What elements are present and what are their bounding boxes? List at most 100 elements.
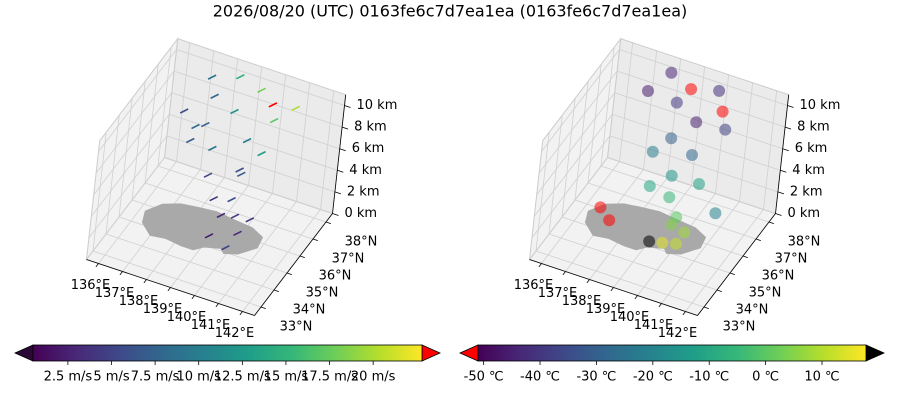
- wind-arrow: [233, 230, 242, 237]
- y-tick-label: 36°N: [762, 269, 795, 284]
- tick-mark: [716, 289, 722, 292]
- colorbar-tick-label: -40 ℃: [520, 370, 560, 385]
- colorbar-tick-label: 7.5 m/s: [131, 370, 180, 385]
- temperature-point: [643, 235, 656, 248]
- x-axis: [86, 259, 255, 316]
- grid-line: [95, 70, 175, 174]
- x-tick-label: 142°E: [215, 326, 255, 341]
- temperature-point: [642, 85, 654, 97]
- tick-mark: [312, 238, 318, 241]
- z-tick-label: 4 km: [792, 163, 825, 178]
- temperature-point: [656, 236, 669, 249]
- y-tick-label: 37°N: [775, 252, 808, 267]
- z-tick-label: 0 km: [788, 206, 821, 221]
- tick-mark: [95, 263, 99, 268]
- colorbar-tick-label: -30 ℃: [576, 370, 616, 385]
- grid-line: [619, 42, 634, 162]
- colorbar-tick-label: 20 m/s: [351, 370, 396, 385]
- tick-mark: [286, 272, 292, 275]
- x-tick-label: 139°E: [586, 302, 626, 317]
- grid-line: [739, 82, 754, 202]
- tick-mark: [780, 169, 787, 173]
- tick-mark: [755, 238, 761, 241]
- grid-line: [144, 182, 314, 240]
- tick-mark: [143, 279, 147, 284]
- grid-line: [600, 47, 615, 167]
- colorbar-tick-label: 15 m/s: [264, 370, 309, 385]
- grid-line: [600, 165, 770, 223]
- y-tick-label: 36°N: [319, 269, 352, 284]
- grid-line: [92, 250, 262, 308]
- y-tick-label: 34°N: [736, 303, 769, 318]
- wind-arrow: [207, 74, 217, 80]
- wind-arrow: [242, 137, 252, 144]
- x-axis: [529, 259, 698, 316]
- grid-line: [248, 66, 263, 186]
- grid-line: [105, 233, 275, 291]
- y-tick-label: 38°N: [345, 235, 378, 250]
- grid-line: [176, 49, 345, 106]
- grid-line: [685, 209, 764, 312]
- colorbar-under: [14, 344, 34, 362]
- tick-mark: [634, 295, 638, 300]
- x-tick-label: 142°E: [658, 326, 698, 341]
- tick-mark: [215, 303, 219, 308]
- x-tick-label: 137°E: [95, 286, 135, 301]
- y-tick-label: 35°N: [749, 286, 782, 301]
- y-tick-label: 33°N: [280, 320, 313, 335]
- x-tick-label: 138°E: [119, 294, 159, 309]
- y-tick-label: 37°N: [332, 252, 365, 267]
- grid-line: [607, 157, 776, 214]
- grid-line: [541, 161, 620, 264]
- x-tick-label: 137°E: [538, 286, 578, 301]
- x-tick-label: 136°E: [71, 278, 111, 293]
- grid-line: [548, 115, 563, 235]
- temperature-point: [685, 83, 698, 96]
- wind-arrow: [257, 87, 266, 94]
- tick-mark: [337, 169, 344, 173]
- grid-line: [587, 182, 757, 240]
- wind-arrow: [245, 217, 255, 223]
- tick-mark: [784, 126, 792, 130]
- colorbar-over: [865, 344, 885, 362]
- y-tick-label: 35°N: [306, 286, 339, 301]
- z-tick-label: 10 km: [357, 98, 398, 113]
- tick-mark: [341, 126, 349, 130]
- grid-line: [574, 81, 589, 201]
- z-tick-label: 10 km: [800, 98, 841, 113]
- grid-line: [619, 49, 788, 106]
- grid-line: [763, 90, 778, 210]
- colorbar-tick-label: 2.5 m/s: [44, 370, 93, 385]
- grid-line: [93, 92, 173, 195]
- grid-line: [296, 82, 311, 202]
- grid-line: [157, 165, 327, 223]
- x-tick-label: 140°E: [610, 310, 650, 325]
- colorbar-tick-label: 10 ℃: [804, 370, 839, 385]
- land: [141, 203, 264, 255]
- wind-arrow: [209, 195, 219, 202]
- grid-line: [538, 70, 618, 174]
- x-tick-label: 140°E: [167, 310, 207, 325]
- colorbar-tick-label: 10 m/s: [176, 370, 221, 385]
- temperature-point: [678, 226, 691, 239]
- grid-line: [176, 42, 191, 162]
- tick-mark: [658, 303, 662, 308]
- grid-line: [643, 50, 658, 170]
- grid-line: [529, 157, 608, 260]
- temperature-point: [594, 201, 607, 214]
- temperature-point: [665, 218, 678, 231]
- wind-arrow: [291, 105, 301, 112]
- z-tick-label: 4 km: [349, 163, 382, 178]
- tick-mark: [299, 255, 305, 258]
- tick-mark: [768, 221, 774, 224]
- temperature-point: [716, 105, 729, 118]
- z-tick-label: 2 km: [347, 184, 380, 199]
- tick-mark: [260, 306, 266, 309]
- grid-line: [536, 92, 616, 195]
- colorbar-tick-label: 0 ℃: [752, 370, 779, 385]
- wind-arrow: [268, 102, 278, 108]
- tick-mark: [782, 148, 789, 152]
- grid-line: [242, 209, 321, 312]
- grid-line: [531, 135, 611, 239]
